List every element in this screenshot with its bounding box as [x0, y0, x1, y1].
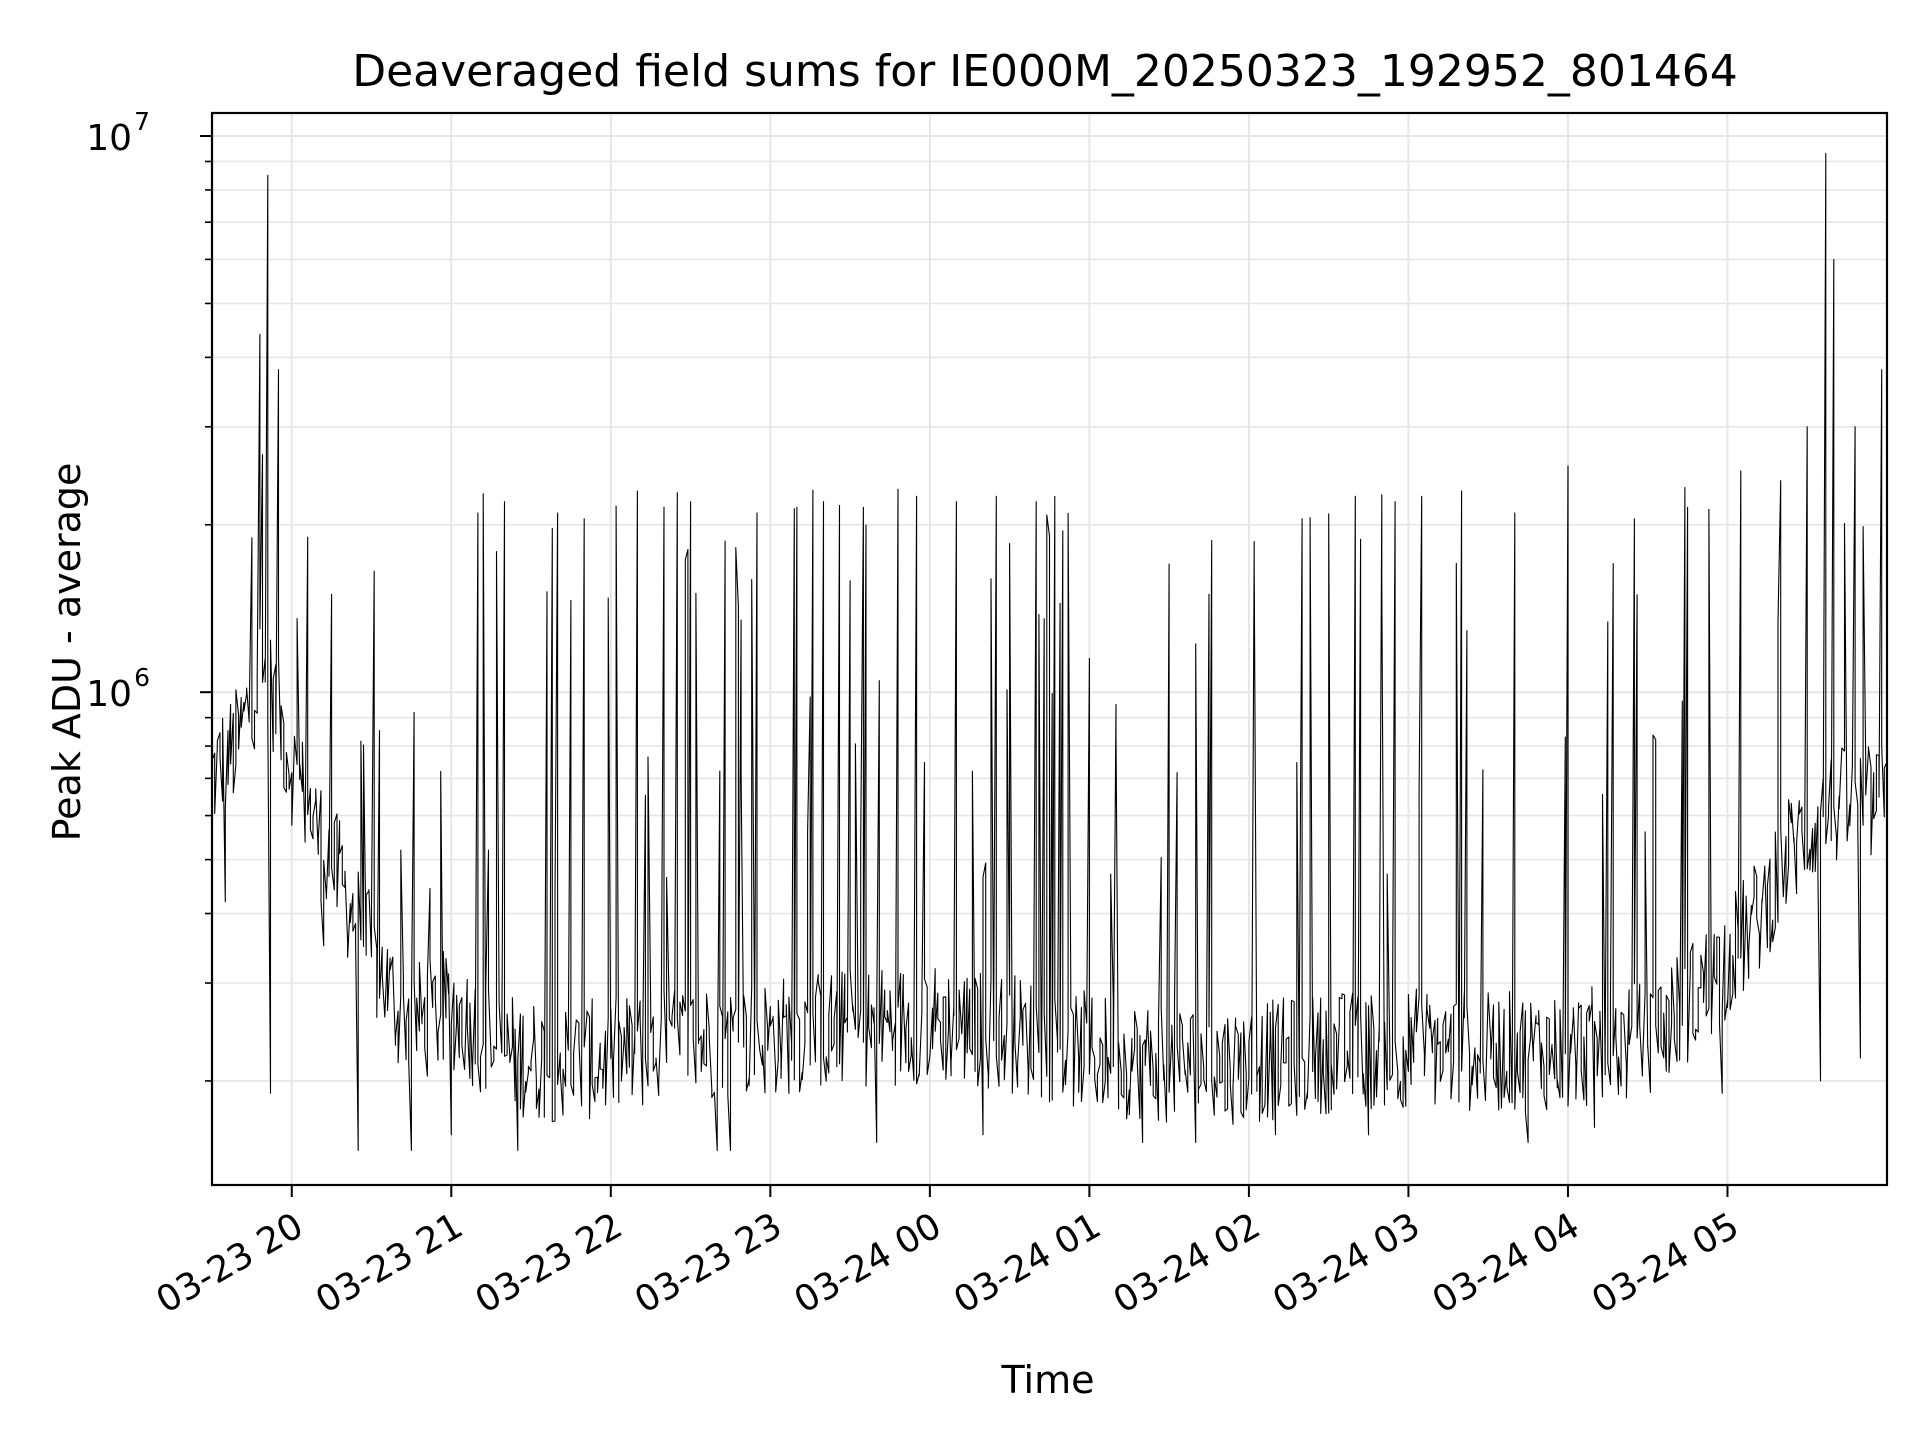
- x-axis-label: Time: [1001, 1358, 1095, 1402]
- x-tick-label: 03-24 04: [1426, 1205, 1587, 1321]
- y-tick-label: 106: [86, 663, 150, 715]
- x-tick-label: 03-24 05: [1585, 1205, 1746, 1321]
- y-axis: 106 107: [86, 107, 212, 1082]
- series-path: [211, 153, 1888, 1151]
- x-tick-label: 03-23 20: [150, 1205, 311, 1321]
- x-tick-label: 03-24 01: [947, 1205, 1108, 1321]
- x-tick-label: 03-24 03: [1266, 1205, 1427, 1321]
- chart-title: Deaveraged field sums for IE000M_2025032…: [352, 46, 1738, 97]
- x-tick-label: 03-24 00: [788, 1205, 949, 1321]
- x-tick-label: 03-23 21: [309, 1205, 470, 1321]
- plot-frame: [210, 111, 1889, 1187]
- series-line: [211, 153, 1888, 1151]
- grid: [212, 113, 1887, 1185]
- x-tick-label: 03-23 23: [628, 1205, 789, 1321]
- y-tick-label: 107: [86, 107, 150, 159]
- y-axis-label: Peak ADU - average: [45, 463, 89, 842]
- x-tick-label: 03-24 02: [1107, 1205, 1268, 1321]
- x-tick-label: 03-23 22: [469, 1205, 630, 1321]
